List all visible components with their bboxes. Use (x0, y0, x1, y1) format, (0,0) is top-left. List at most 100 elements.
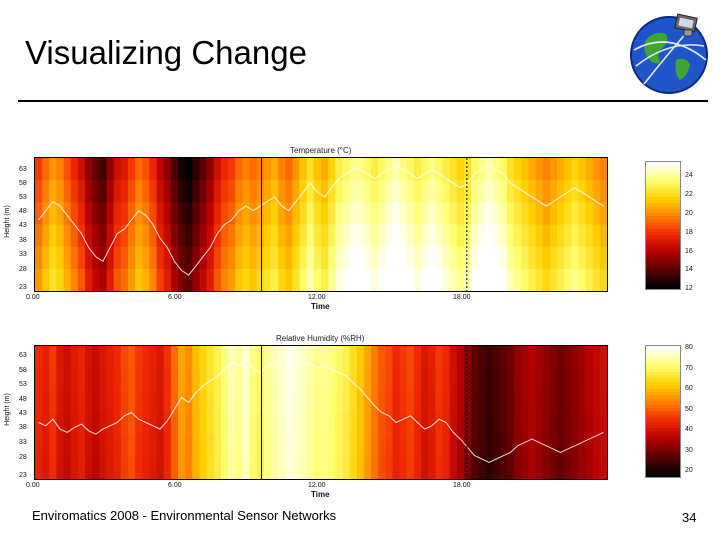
heatmap-cell (471, 412, 479, 436)
heatmap-cell (335, 202, 344, 226)
colorbar-segment (646, 168, 680, 173)
heatmap-cell (592, 180, 601, 203)
heatmap-cell (270, 368, 279, 391)
heatmap-cell (528, 456, 537, 479)
heatmap-cell (113, 434, 122, 458)
heatmap-cell (185, 434, 193, 458)
heatmap-cell (85, 434, 93, 458)
heatmap-cell (399, 346, 408, 369)
heatmap-cell (256, 434, 265, 458)
heatmap-cell (556, 368, 565, 391)
heatmap-cell (442, 368, 451, 391)
heatmap-cell (556, 180, 565, 203)
heatmap-cell (120, 224, 129, 248)
heatmap-cell (442, 434, 451, 458)
heatmap-cell (571, 246, 579, 270)
heatmap-cell (49, 202, 58, 226)
heatmap-cell (299, 412, 308, 436)
temperature-xtick: 0.00 (26, 294, 40, 301)
heatmap-cell (256, 246, 265, 270)
colorbar-segment (646, 203, 680, 208)
heatmap-cell (464, 346, 472, 369)
colorbar-segment (646, 263, 680, 268)
heatmap-cell (356, 390, 365, 414)
heatmap-cell (342, 412, 351, 436)
heatmap-cell (378, 224, 386, 248)
heatmap-cell (549, 346, 558, 369)
heatmap-cell (449, 412, 458, 436)
heatmap-cell (528, 268, 537, 291)
heatmap-cell (499, 268, 508, 291)
heatmap-cell (242, 368, 251, 391)
heatmap-cell (156, 368, 165, 391)
heatmap-cell (206, 224, 215, 248)
heatmap-cell (514, 368, 522, 391)
colorbar-segment (646, 165, 680, 169)
heatmap-cell (149, 158, 158, 181)
colorbar-segment (646, 372, 680, 377)
footer-text: Enviromatics 2008 - Environmental Sensor… (32, 508, 337, 523)
heatmap-cell (242, 412, 251, 436)
heatmap-cell (556, 246, 565, 270)
heatmap-cell (49, 390, 58, 414)
heatmap-cell (499, 390, 508, 414)
heatmap-cell (92, 434, 100, 458)
colorbar-segment (646, 276, 680, 281)
heatmap-cell (228, 456, 236, 479)
heatmap-cell (499, 456, 508, 479)
heatmap-cell (392, 180, 401, 203)
heatmap-cell (528, 158, 537, 181)
colorbar-segment (646, 349, 680, 354)
heatmap-cell (185, 268, 193, 291)
colorbar-segment (646, 257, 680, 262)
heatmap-cell (399, 268, 408, 291)
heatmap-cell (135, 180, 143, 203)
heatmap-cell (321, 180, 329, 203)
heatmap-cell (564, 246, 572, 270)
heatmap-cell (263, 456, 272, 479)
heatmap-cell (499, 246, 508, 270)
heatmap-cell (278, 390, 286, 414)
heatmap-cell (571, 412, 579, 436)
heatmap-cell (56, 158, 65, 181)
heatmap-cell (278, 202, 286, 226)
heatmap-cell (456, 224, 465, 248)
temperature-colorbar-tick: 18 (685, 229, 693, 236)
heatmap-cell (363, 202, 372, 226)
heatmap-cell (256, 158, 265, 181)
heatmap-cell (585, 224, 594, 248)
humidity-xtick: 6.00 (168, 482, 182, 489)
heatmap-cell (464, 202, 472, 226)
heatmap-cell (99, 412, 108, 436)
heatmap-cell (592, 246, 601, 270)
heatmap-cell (413, 224, 422, 248)
heatmap-cell (178, 412, 186, 436)
heatmap-cell (63, 158, 72, 181)
heatmap-cell (392, 456, 401, 479)
heatmap-cell (406, 412, 415, 436)
heatmap-cell (471, 346, 479, 369)
colorbar-segment (646, 444, 680, 449)
heatmap-cell (120, 456, 129, 479)
heatmap-cell (399, 202, 408, 226)
heatmap-cell (564, 412, 572, 436)
heatmap-cell (163, 412, 172, 436)
heatmap-cell (535, 202, 544, 226)
heatmap-cell (256, 180, 265, 203)
heatmap-cell (306, 456, 315, 479)
colorbar-segment (646, 181, 680, 185)
heatmap-cell (242, 202, 251, 226)
heatmap-cell (99, 390, 108, 414)
heatmap-cell (199, 180, 208, 203)
heatmap-cell (313, 202, 322, 226)
heatmap-cell (535, 412, 544, 436)
heatmap-cell (464, 390, 472, 414)
heatmap-cell (435, 202, 444, 226)
heatmap-cell (506, 180, 515, 203)
colorbar-segment (646, 212, 680, 217)
heatmap-cell (249, 346, 258, 369)
heatmap-cell (371, 412, 379, 436)
heatmap-cell (249, 412, 258, 436)
heatmap-cell (149, 202, 158, 226)
heatmap-cell (449, 456, 458, 479)
